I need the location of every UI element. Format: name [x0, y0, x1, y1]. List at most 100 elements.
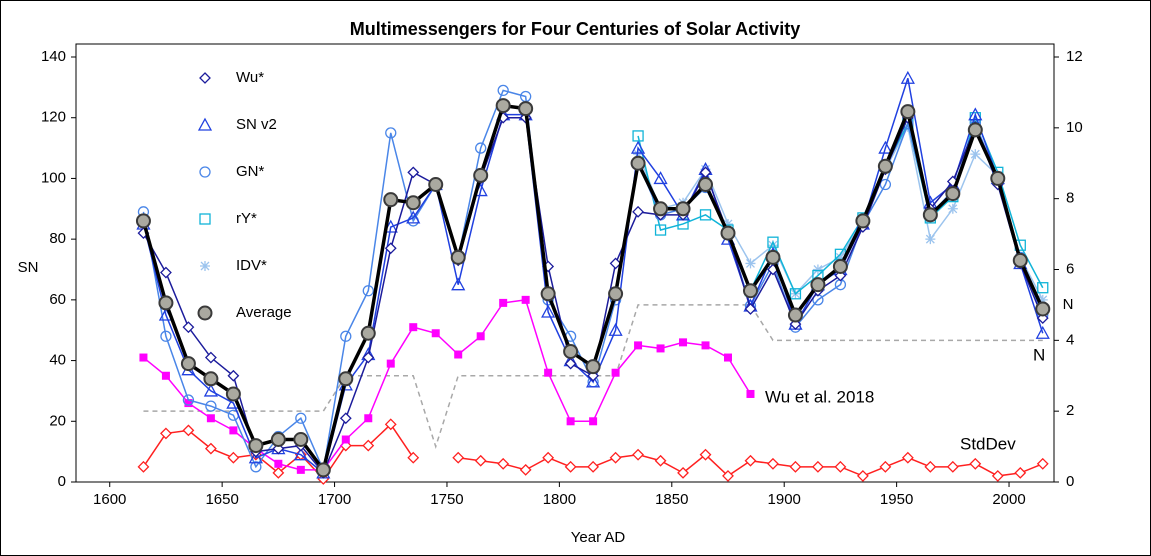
series-label: Wu et al. 2018	[765, 387, 874, 406]
data-point	[812, 460, 824, 473]
legend-label: SN v2	[236, 116, 277, 133]
data-point	[564, 460, 577, 473]
series-line	[142, 78, 1044, 475]
data-point	[293, 432, 309, 447]
data-point	[270, 432, 286, 447]
data-point	[720, 225, 736, 241]
data-point	[474, 454, 487, 467]
data-point	[274, 459, 283, 468]
data-point	[967, 122, 983, 138]
data-point	[699, 448, 712, 461]
data-point	[653, 201, 669, 217]
data-point	[679, 338, 688, 347]
data-point	[450, 249, 466, 265]
data-point	[1012, 252, 1028, 268]
data-point	[182, 424, 195, 437]
y2-tick-label: 10	[1066, 119, 1083, 136]
legend-marker	[197, 305, 213, 321]
data-point	[1036, 457, 1049, 470]
data-point	[724, 353, 732, 362]
x-tick-label: 1700	[318, 491, 351, 508]
data-point	[586, 374, 601, 388]
data-point	[182, 394, 195, 406]
legend-marker	[199, 72, 211, 84]
data-point	[250, 461, 262, 473]
data-point	[1037, 294, 1048, 305]
data-point	[630, 155, 646, 171]
data-point	[495, 98, 511, 114]
data-point	[518, 101, 534, 117]
data-point	[947, 203, 958, 214]
data-point	[609, 257, 622, 270]
data-point	[203, 383, 218, 397]
data-point	[184, 399, 193, 408]
data-point	[409, 323, 418, 332]
data-point	[745, 258, 756, 269]
data-point	[970, 149, 981, 160]
data-point	[969, 457, 982, 470]
data-point	[632, 448, 644, 461]
data-point	[990, 170, 1006, 186]
series-label: N	[1033, 345, 1045, 364]
data-point	[182, 321, 195, 334]
data-point	[608, 286, 624, 302]
data-point	[158, 295, 174, 311]
data-point	[180, 356, 196, 372]
data-point	[924, 460, 937, 473]
data-point	[699, 209, 712, 221]
y-tick-label: 60	[49, 291, 66, 308]
data-point	[722, 470, 734, 482]
data-point	[497, 84, 509, 97]
data-point	[810, 277, 826, 293]
data-point	[135, 213, 151, 229]
x-tick-label: 1600	[93, 491, 126, 508]
data-point	[225, 386, 241, 402]
data-point	[856, 470, 869, 482]
data-point	[160, 266, 172, 279]
y2-tick-label: 8	[1066, 190, 1074, 207]
y-tick-label: 0	[58, 473, 66, 490]
data-point	[272, 466, 285, 479]
data-point	[701, 341, 710, 350]
x-tick-label: 1800	[543, 491, 576, 508]
data-point	[296, 465, 305, 474]
data-point	[475, 142, 487, 154]
data-point	[675, 201, 691, 217]
data-point	[991, 470, 1004, 482]
data-point	[384, 418, 397, 431]
data-point	[654, 224, 667, 236]
data-point	[499, 298, 508, 307]
data-point	[473, 167, 489, 183]
data-point	[160, 330, 172, 342]
data-point	[1035, 325, 1050, 339]
data-point	[879, 460, 892, 473]
y-tick-label: 100	[41, 169, 66, 186]
series-line	[637, 115, 1044, 295]
data-point	[564, 357, 577, 370]
legend-marker	[199, 213, 211, 225]
data-point	[227, 451, 240, 464]
data-point	[161, 371, 170, 380]
data-point	[968, 107, 983, 121]
data-point	[900, 70, 915, 84]
data-point	[789, 460, 802, 473]
data-point	[767, 240, 778, 251]
data-point	[206, 414, 215, 423]
data-point	[383, 192, 399, 208]
data-point	[656, 344, 665, 353]
data-point	[451, 277, 466, 291]
data-point	[632, 205, 644, 218]
y-tick-label: 80	[49, 230, 66, 247]
y-tick-label: 140	[41, 48, 66, 65]
data-point	[609, 451, 622, 464]
data-point	[454, 350, 463, 359]
data-point	[431, 329, 440, 338]
data-point	[339, 412, 352, 425]
data-point	[248, 450, 263, 464]
data-point	[563, 343, 579, 359]
data-point	[855, 213, 871, 229]
data-point	[901, 451, 914, 464]
data-point	[204, 442, 217, 455]
y2-tick-label: 0	[1066, 473, 1074, 490]
